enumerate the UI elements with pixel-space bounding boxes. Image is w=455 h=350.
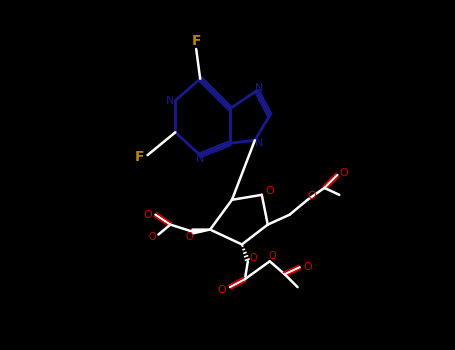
Text: O: O	[339, 168, 348, 178]
Text: N: N	[255, 83, 263, 93]
Text: O: O	[149, 232, 156, 243]
Text: O: O	[186, 231, 193, 242]
Text: F: F	[135, 150, 144, 164]
Text: F: F	[192, 34, 201, 48]
Text: O: O	[249, 253, 257, 263]
Polygon shape	[192, 229, 210, 234]
Text: O: O	[265, 186, 274, 196]
Text: O: O	[307, 191, 316, 201]
Text: O: O	[269, 251, 277, 261]
Text: N: N	[166, 96, 175, 106]
Text: O: O	[217, 285, 227, 295]
Text: N: N	[196, 154, 204, 164]
Text: O: O	[143, 210, 152, 220]
Text: O: O	[303, 262, 312, 272]
Text: N: N	[255, 138, 263, 148]
